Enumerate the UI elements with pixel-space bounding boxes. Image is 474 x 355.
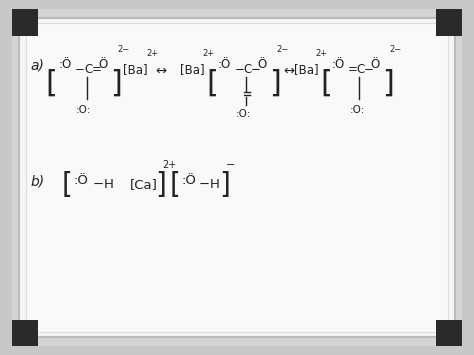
- Text: :O:: :O:: [349, 105, 365, 115]
- Text: ↔: ↔: [155, 65, 166, 77]
- Text: :O:: :O:: [236, 109, 251, 119]
- Bar: [436, 320, 462, 346]
- Text: 2+: 2+: [316, 49, 328, 58]
- Text: =: =: [347, 63, 357, 76]
- Text: −: −: [364, 63, 374, 76]
- Text: a): a): [31, 59, 45, 73]
- Text: :Ö: :Ö: [332, 59, 345, 71]
- Bar: [12, 320, 38, 346]
- Text: [Ca]: [Ca]: [130, 178, 158, 191]
- Text: =: =: [91, 63, 101, 76]
- Text: [Ba]: [Ba]: [180, 63, 205, 76]
- Bar: [12, 9, 38, 36]
- Text: :Ö: :Ö: [73, 174, 88, 187]
- Text: ]: ]: [219, 171, 230, 198]
- Text: :O:: :O:: [76, 105, 91, 115]
- Text: H: H: [210, 178, 219, 191]
- Text: [: [: [170, 171, 181, 198]
- Text: :Ö: :Ö: [181, 174, 196, 187]
- Text: 2−: 2−: [389, 45, 401, 54]
- Text: [: [: [206, 69, 218, 98]
- Text: :Ö: :Ö: [58, 59, 72, 71]
- Text: 2+: 2+: [202, 49, 214, 58]
- Text: 2+: 2+: [146, 49, 158, 58]
- Text: −: −: [75, 63, 85, 76]
- Text: −: −: [199, 178, 210, 191]
- Text: C: C: [356, 63, 364, 76]
- Text: ]: ]: [155, 171, 166, 198]
- Text: b): b): [31, 174, 45, 188]
- Text: [Ba]: [Ba]: [294, 63, 319, 76]
- Text: 2−: 2−: [276, 45, 289, 54]
- Text: −: −: [92, 178, 103, 191]
- Text: 2+: 2+: [162, 160, 176, 170]
- Text: ]: ]: [110, 69, 122, 98]
- Text: ]: ]: [269, 69, 281, 98]
- Bar: [26, 23, 448, 332]
- Text: Ö: Ö: [258, 59, 267, 71]
- Text: 2−: 2−: [117, 45, 129, 54]
- Text: ↔: ↔: [283, 65, 294, 77]
- Text: [: [: [320, 69, 332, 98]
- Text: −: −: [226, 160, 236, 170]
- Text: C: C: [84, 63, 92, 76]
- Text: C: C: [243, 63, 251, 76]
- Bar: [436, 9, 462, 36]
- Text: [: [: [62, 171, 73, 198]
- Text: ]: ]: [382, 69, 394, 98]
- Text: :Ö: :Ö: [218, 59, 231, 71]
- Text: Ö: Ö: [99, 59, 108, 71]
- Text: [Ba]: [Ba]: [123, 63, 148, 76]
- Text: Ö: Ö: [371, 59, 380, 71]
- Text: −: −: [251, 63, 261, 76]
- Text: [: [: [45, 69, 57, 98]
- Text: −: −: [235, 63, 245, 76]
- Text: H: H: [103, 178, 113, 191]
